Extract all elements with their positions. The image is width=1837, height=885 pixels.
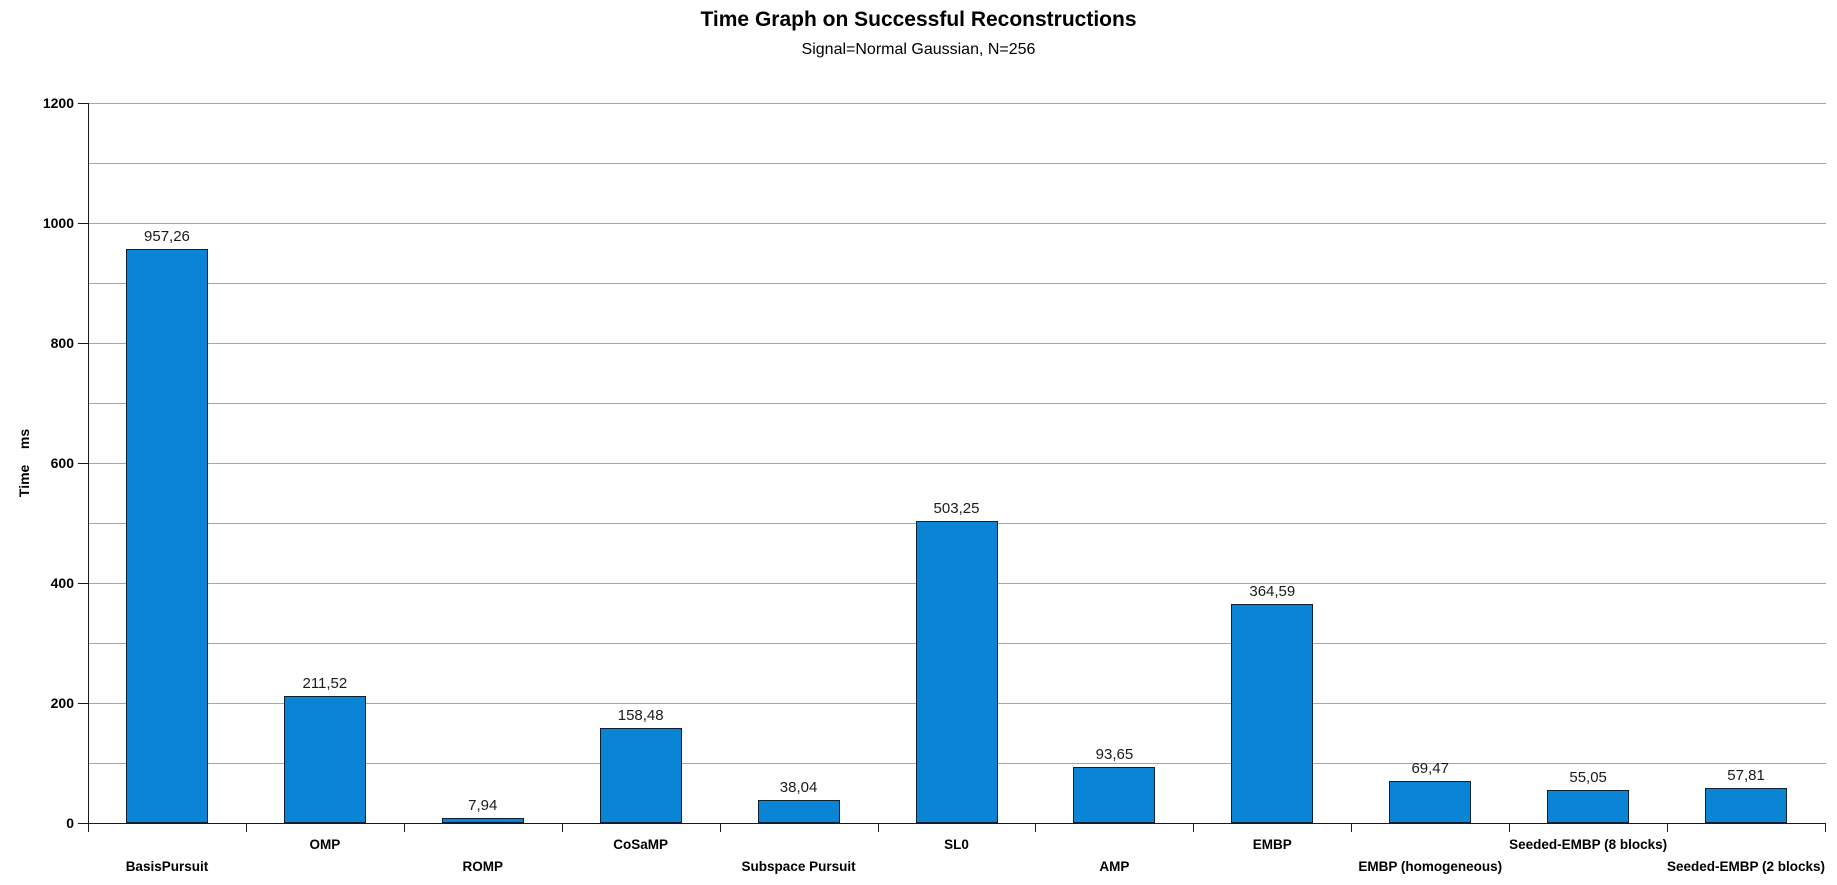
x-axis-tick-6	[1035, 823, 1037, 832]
y-tick-label-1000: 1000	[42, 215, 74, 231]
y-axis-tick-1200	[78, 103, 88, 104]
bar-value-label: 364,59	[1249, 583, 1296, 601]
bar-cosamp	[599, 727, 682, 823]
x-axis-tick-11	[1825, 823, 1826, 832]
y-axis-tick-0	[78, 823, 88, 824]
x-axis-tick-10	[1667, 823, 1669, 832]
category-label-basispursuit: BasisPursuit	[125, 859, 209, 874]
x-axis-tick-8	[1351, 823, 1353, 832]
y-tick-label-800: 800	[50, 335, 74, 351]
bar-subspace-pursuit	[757, 800, 840, 823]
gridline-900	[89, 283, 1826, 284]
gridline-1100	[89, 163, 1826, 164]
bar-seeded-embp-8-blocks-	[1547, 789, 1630, 823]
bar-basispursuit	[125, 248, 208, 823]
bar-value-label: 957,26	[144, 227, 190, 245]
y-axis-tick-1000	[78, 223, 88, 224]
x-axis-tick-9	[1509, 823, 1511, 832]
chart-subtitle: Signal=Normal Gaussian, N=256	[801, 41, 1036, 58]
bar-amp	[1073, 766, 1156, 823]
bar-value-label: 158,48	[617, 706, 664, 724]
x-axis-tick-7	[1193, 823, 1195, 832]
x-axis-tick-4	[719, 823, 721, 832]
category-label-amp: AMP	[1099, 859, 1130, 874]
bar-value-label: 7,94	[468, 797, 498, 815]
category-label-subspace-pursuit: Subspace Pursuit	[741, 859, 856, 874]
category-label-embp: EMBP	[1252, 837, 1292, 852]
category-label-omp: OMP	[309, 837, 341, 852]
gridline-700	[89, 403, 1826, 404]
bar-value-label: 503,25	[933, 500, 980, 518]
bar-value-label: 211,52	[302, 675, 348, 693]
category-label-seeded-embp-8-blocks-: Seeded-EMBP (8 blocks)	[1509, 837, 1668, 852]
category-label-sl0: SL0	[944, 837, 969, 852]
category-label-seeded-embp-2-blocks-: Seeded-EMBP (2 blocks)	[1667, 859, 1826, 874]
gridline-1000	[89, 223, 1826, 224]
bar-value-label: 69,47	[1411, 760, 1449, 778]
category-label-embp-homogeneous-: EMBP (homogeneous)	[1358, 859, 1503, 874]
y-tick-label-0: 0	[66, 815, 74, 831]
bar-embp-homogeneous-	[1389, 781, 1472, 823]
y-axis-tick-400	[78, 583, 88, 584]
bar-value-label: 55,05	[1569, 768, 1607, 786]
y-tick-label-1200: 1200	[42, 95, 74, 111]
x-axis-tick-1	[245, 823, 247, 832]
bar-value-label: 93,65	[1095, 745, 1134, 763]
bar-embp	[1231, 604, 1314, 823]
y-axis-tick-600	[78, 463, 88, 464]
y-tick-label-600: 600	[50, 455, 74, 471]
category-label-romp: ROMP	[462, 859, 504, 874]
x-axis-tick-0	[88, 823, 89, 832]
gridline-600	[89, 463, 1826, 464]
gridline-1200	[89, 103, 1826, 104]
category-label-cosamp: CoSaMP	[613, 837, 669, 852]
y-tick-label-400: 400	[50, 575, 74, 591]
bar-sl0	[915, 521, 998, 823]
x-axis-tick-2	[403, 823, 405, 832]
x-axis-tick-3	[561, 823, 563, 832]
bar-value-label: 57,81	[1727, 767, 1765, 785]
chart-title: Time Graph on Successful Reconstructions	[700, 8, 1137, 31]
bar-omp	[283, 696, 366, 823]
bar-romp	[441, 818, 524, 823]
bar-value-label: 38,04	[779, 779, 818, 797]
y-axis-tick-200	[78, 703, 88, 704]
bar-seeded-embp-2-blocks-	[1705, 788, 1788, 823]
y-tick-label-200: 200	[50, 695, 74, 711]
y-axis-tick-800	[78, 343, 88, 344]
x-axis-tick-5	[877, 823, 879, 832]
gridline-800	[89, 343, 1826, 344]
